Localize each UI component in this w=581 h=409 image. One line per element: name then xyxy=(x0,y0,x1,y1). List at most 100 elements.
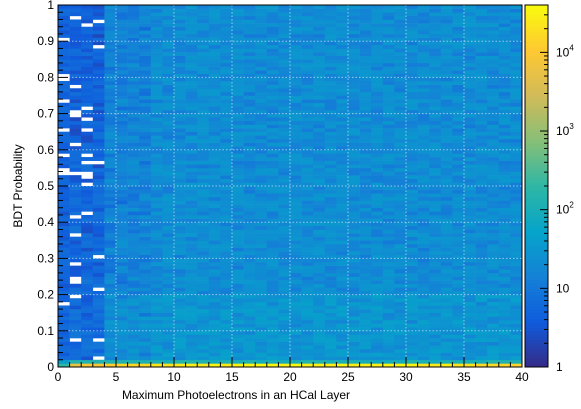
heatmap-cell xyxy=(359,214,372,219)
heatmap-cell xyxy=(232,135,244,140)
heatmap-cell xyxy=(359,196,372,201)
heatmap-cell xyxy=(232,19,244,24)
heatmap-cell xyxy=(255,146,268,151)
heatmap-cell xyxy=(150,131,163,136)
heatmap-cell xyxy=(174,247,186,252)
heatmap-cell xyxy=(487,120,500,125)
heatmap-cell xyxy=(92,218,105,223)
heatmap-cell xyxy=(116,236,128,241)
heatmap-cell xyxy=(498,258,511,263)
heatmap-cell xyxy=(278,251,291,256)
heatmap-cell xyxy=(464,334,476,339)
heatmap-cell xyxy=(429,59,442,64)
heatmap-cell xyxy=(406,171,418,176)
heatmap-cell xyxy=(440,48,453,53)
y-tick-label: 0.8 xyxy=(37,70,54,84)
heatmap-cell xyxy=(81,229,94,234)
heatmap-cell xyxy=(139,287,152,292)
colorbar-segment xyxy=(525,155,548,160)
heatmap-cell xyxy=(429,189,442,194)
heatmap-cell xyxy=(348,330,360,335)
heatmap-cell xyxy=(394,186,407,190)
heatmap-cell xyxy=(58,330,70,335)
heatmap-cell xyxy=(266,99,279,104)
colorbar-segment xyxy=(525,201,548,205)
heatmap-cell xyxy=(336,214,349,219)
heatmap-cell xyxy=(382,70,395,75)
heatmap-cell xyxy=(475,95,488,100)
heatmap-cell xyxy=(290,95,302,100)
heatmap-cell xyxy=(150,164,163,169)
heatmap-cell xyxy=(185,171,198,176)
heatmap-cell xyxy=(475,109,488,114)
heatmap-cell xyxy=(371,66,384,71)
heatmap-cell xyxy=(104,225,117,230)
heatmap-cell xyxy=(382,102,395,107)
heatmap-cell xyxy=(243,131,256,136)
heatmap-cell xyxy=(197,265,210,270)
heatmap-cell xyxy=(406,214,418,219)
heatmap-cell xyxy=(371,48,384,53)
heatmap-cell xyxy=(58,207,70,212)
heatmap-cell xyxy=(174,178,186,183)
heatmap-cell xyxy=(92,319,105,324)
heatmap-cell xyxy=(498,62,511,67)
heatmap-cell xyxy=(290,272,302,277)
heatmap-cell xyxy=(92,52,105,56)
heatmap-cell xyxy=(150,254,163,259)
heatmap-cell xyxy=(417,128,430,132)
heatmap-cell xyxy=(197,233,210,237)
heatmap-cell xyxy=(174,95,186,100)
heatmap-cell xyxy=(104,243,117,248)
heatmap-cell xyxy=(301,254,314,259)
heatmap-cell xyxy=(498,204,511,209)
heatmap-cell xyxy=(243,327,256,332)
heatmap-cell xyxy=(58,91,70,96)
heatmap-cell xyxy=(464,41,476,46)
heatmap-cell xyxy=(359,352,372,357)
heatmap-cell xyxy=(104,338,117,342)
heatmap-cell xyxy=(382,135,395,140)
heatmap-cell xyxy=(359,30,372,35)
heatmap-cell xyxy=(313,247,326,252)
heatmap-cell xyxy=(429,312,442,317)
heatmap-cell xyxy=(487,149,500,154)
heatmap-cell xyxy=(208,345,221,350)
heatmap-cell xyxy=(69,12,82,17)
heatmap-cell xyxy=(162,5,175,9)
heatmap-cell xyxy=(313,276,326,281)
heatmap-cell xyxy=(185,356,198,361)
heatmap-cell xyxy=(150,128,163,132)
heatmap-cell xyxy=(197,240,210,245)
heatmap-cell xyxy=(139,189,152,194)
heatmap-cell xyxy=(116,128,128,132)
heatmap-cell xyxy=(487,251,500,256)
heatmap-cell xyxy=(359,131,372,136)
heatmap-cell xyxy=(116,272,128,277)
heatmap-cell xyxy=(69,62,82,67)
heatmap-cell xyxy=(243,15,256,20)
heatmap-cell xyxy=(324,272,337,277)
heatmap-cell xyxy=(150,5,163,9)
colorbar-segment xyxy=(525,149,548,154)
heatmap-cell xyxy=(301,135,314,140)
heatmap-cell xyxy=(185,316,198,321)
heatmap-cell xyxy=(220,272,233,277)
heatmap-cell xyxy=(429,26,442,31)
heatmap-cell xyxy=(371,251,384,256)
heatmap-cell xyxy=(336,44,349,49)
heatmap-cell xyxy=(150,66,163,71)
heatmap-cell xyxy=(185,84,198,89)
heatmap-cell xyxy=(104,5,117,9)
heatmap-cell xyxy=(232,305,244,310)
heatmap-cell xyxy=(139,5,152,9)
heatmap-cell xyxy=(487,323,500,328)
heatmap-cell xyxy=(208,99,221,104)
heatmap-cell xyxy=(69,258,82,263)
heatmap-cell xyxy=(232,153,244,158)
heatmap-cell xyxy=(487,316,500,321)
heatmap-cell xyxy=(243,200,256,205)
heatmap-cell xyxy=(348,225,360,230)
heatmap-cell xyxy=(104,233,117,237)
heatmap-cell xyxy=(197,218,210,223)
